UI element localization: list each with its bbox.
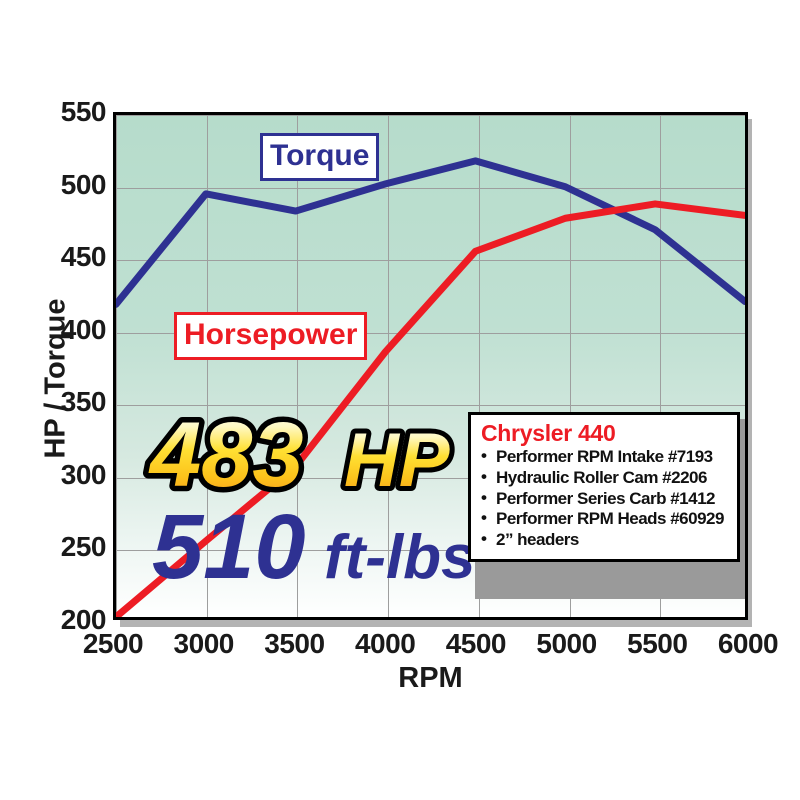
plot-area — [113, 112, 748, 620]
y-tick-label: 200 — [60, 604, 107, 635]
gridline-horizontal — [116, 115, 745, 116]
y-tick-label: 500 — [60, 168, 107, 200]
svg-text:483: 483 — [148, 404, 304, 506]
svg-text:HP: HP — [344, 418, 450, 503]
gridline-horizontal — [116, 550, 745, 552]
curve-horsepower — [116, 204, 745, 617]
x-tick-label: 3500 — [264, 628, 325, 659]
spec-list-item: Performer RPM Heads #60929 — [481, 508, 729, 530]
x-tick-label: 4500 — [445, 628, 507, 659]
gridline-vertical — [660, 115, 662, 617]
gridline-horizontal — [116, 405, 745, 407]
x-axis-ticks: 2500 3000 3500 4000 4500 5000 5500 6000 — [83, 628, 779, 668]
curve-layer — [116, 115, 745, 617]
y-tick-label: 350 — [60, 386, 107, 418]
svg-text:483: 483 — [148, 404, 304, 506]
callout-torque-group: 510 ft-lbs — [152, 496, 476, 598]
y-tick-label: 550 — [60, 96, 107, 127]
svg-text:ft-lbs: ft-lbs — [324, 523, 476, 592]
spec-list-item: 2” headers — [481, 529, 729, 551]
gridline-vertical — [569, 115, 571, 617]
x-tick-label: 3000 — [173, 628, 235, 659]
gridline-horizontal — [116, 260, 745, 262]
gridline-horizontal — [116, 332, 745, 334]
gridline-vertical — [478, 115, 480, 617]
curve-torque — [116, 161, 745, 304]
series-label-torque: Torque — [260, 133, 380, 181]
x-tick-label: 6000 — [717, 628, 779, 659]
y-tick-label: 400 — [60, 313, 107, 345]
gridline-horizontal — [116, 187, 745, 189]
y-axis-title: HP / Torque — [39, 298, 72, 459]
x-tick-label: 4000 — [354, 628, 416, 659]
x-tick-label: 2500 — [82, 628, 144, 659]
spec-list-item: Performer Series Carb #1412 — [481, 488, 729, 510]
svg-text:HP: HP — [344, 418, 450, 503]
gridline-vertical — [116, 115, 117, 617]
x-axis-title: RPM — [398, 662, 463, 694]
y-tick-label: 450 — [60, 241, 107, 273]
spec-box: Chrysler 440 Performer RPM Intake #7193H… — [468, 412, 740, 562]
y-axis-ticks: 200 250 300 350 400 450 500 550 — [0, 96, 107, 635]
spec-list-item: Performer RPM Intake #7193 — [481, 446, 729, 468]
spec-list-item: Hydraulic Roller Cam #2206 — [481, 467, 729, 489]
x-tick-label: 5000 — [536, 628, 597, 659]
gridline-vertical — [297, 115, 299, 617]
y-tick-label: 300 — [60, 458, 107, 490]
gridline-horizontal — [116, 477, 745, 479]
peak-values-callout: 483 483 HP HP 510 ft-lbs — [143, 398, 478, 599]
y-tick-label: 250 — [60, 531, 107, 563]
gridline-vertical — [388, 115, 390, 617]
gridline-vertical — [206, 115, 208, 617]
spec-list: Performer RPM Intake #7193Hydraulic Roll… — [481, 446, 729, 551]
svg-text:510: 510 — [152, 496, 306, 598]
series-label-horsepower: Horsepower — [174, 312, 368, 360]
x-tick-label: 5500 — [627, 628, 688, 659]
spec-box-title: Chrysler 440 — [481, 420, 616, 446]
callout-hp-group: 483 483 HP HP — [143, 399, 455, 512]
